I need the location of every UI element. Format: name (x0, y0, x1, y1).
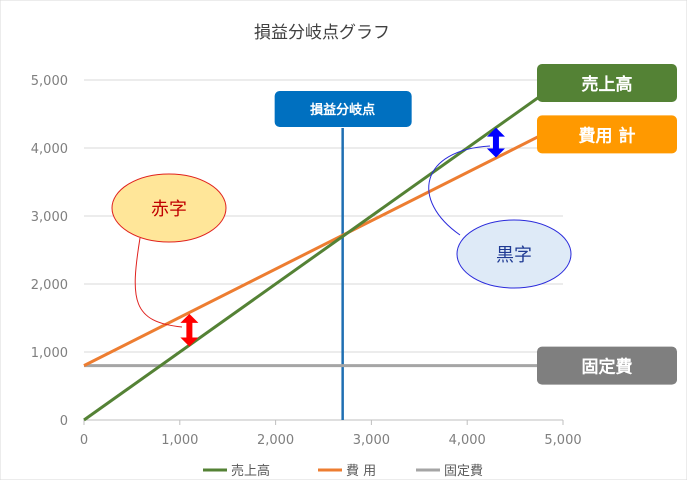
series-line (83, 78, 564, 422)
callout-text: 黒字 (496, 245, 532, 266)
line-label: 売上高 (582, 74, 633, 95)
callout-bubble (456, 219, 572, 289)
y-tick-label: 4,000 (31, 142, 68, 157)
legend-label: 費 用 (346, 464, 376, 479)
y-tick-label: 3,000 (31, 210, 68, 225)
x-tick-label: 3,000 (353, 433, 390, 448)
legend-label: 固定費 (444, 464, 483, 479)
series-line (83, 122, 564, 367)
break-even-label: 損益分岐点 (310, 102, 375, 118)
x-tick-label: 1,000 (161, 433, 198, 448)
y-tick-label: 1,000 (31, 346, 68, 361)
y-tick-label: 5,000 (31, 74, 68, 89)
x-tick-label: 2,000 (257, 433, 294, 448)
line-label-box (537, 64, 677, 102)
line-label-box (537, 346, 677, 385)
line-label: 費用 計 (579, 125, 636, 146)
y-tick-label: 0 (60, 414, 68, 429)
legend-label: 売上高 (231, 463, 270, 479)
break-even-label-box (274, 91, 412, 127)
line-label: 固定費 (582, 357, 633, 378)
x-tick-label: 0 (80, 433, 88, 448)
x-tick-label: 5,000 (544, 433, 581, 448)
callout-leader (134, 237, 183, 328)
double-arrow (180, 313, 199, 347)
chart-title: 損益分岐点グラフ (254, 23, 390, 43)
callout-bubble (111, 173, 227, 243)
callout-text: 赤字 (151, 199, 187, 220)
double-arrow (486, 127, 505, 158)
line-label-box (537, 115, 677, 154)
y-tick-label: 2,000 (31, 278, 68, 293)
x-tick-label: 4,000 (449, 433, 486, 448)
callout-leader (428, 145, 491, 236)
